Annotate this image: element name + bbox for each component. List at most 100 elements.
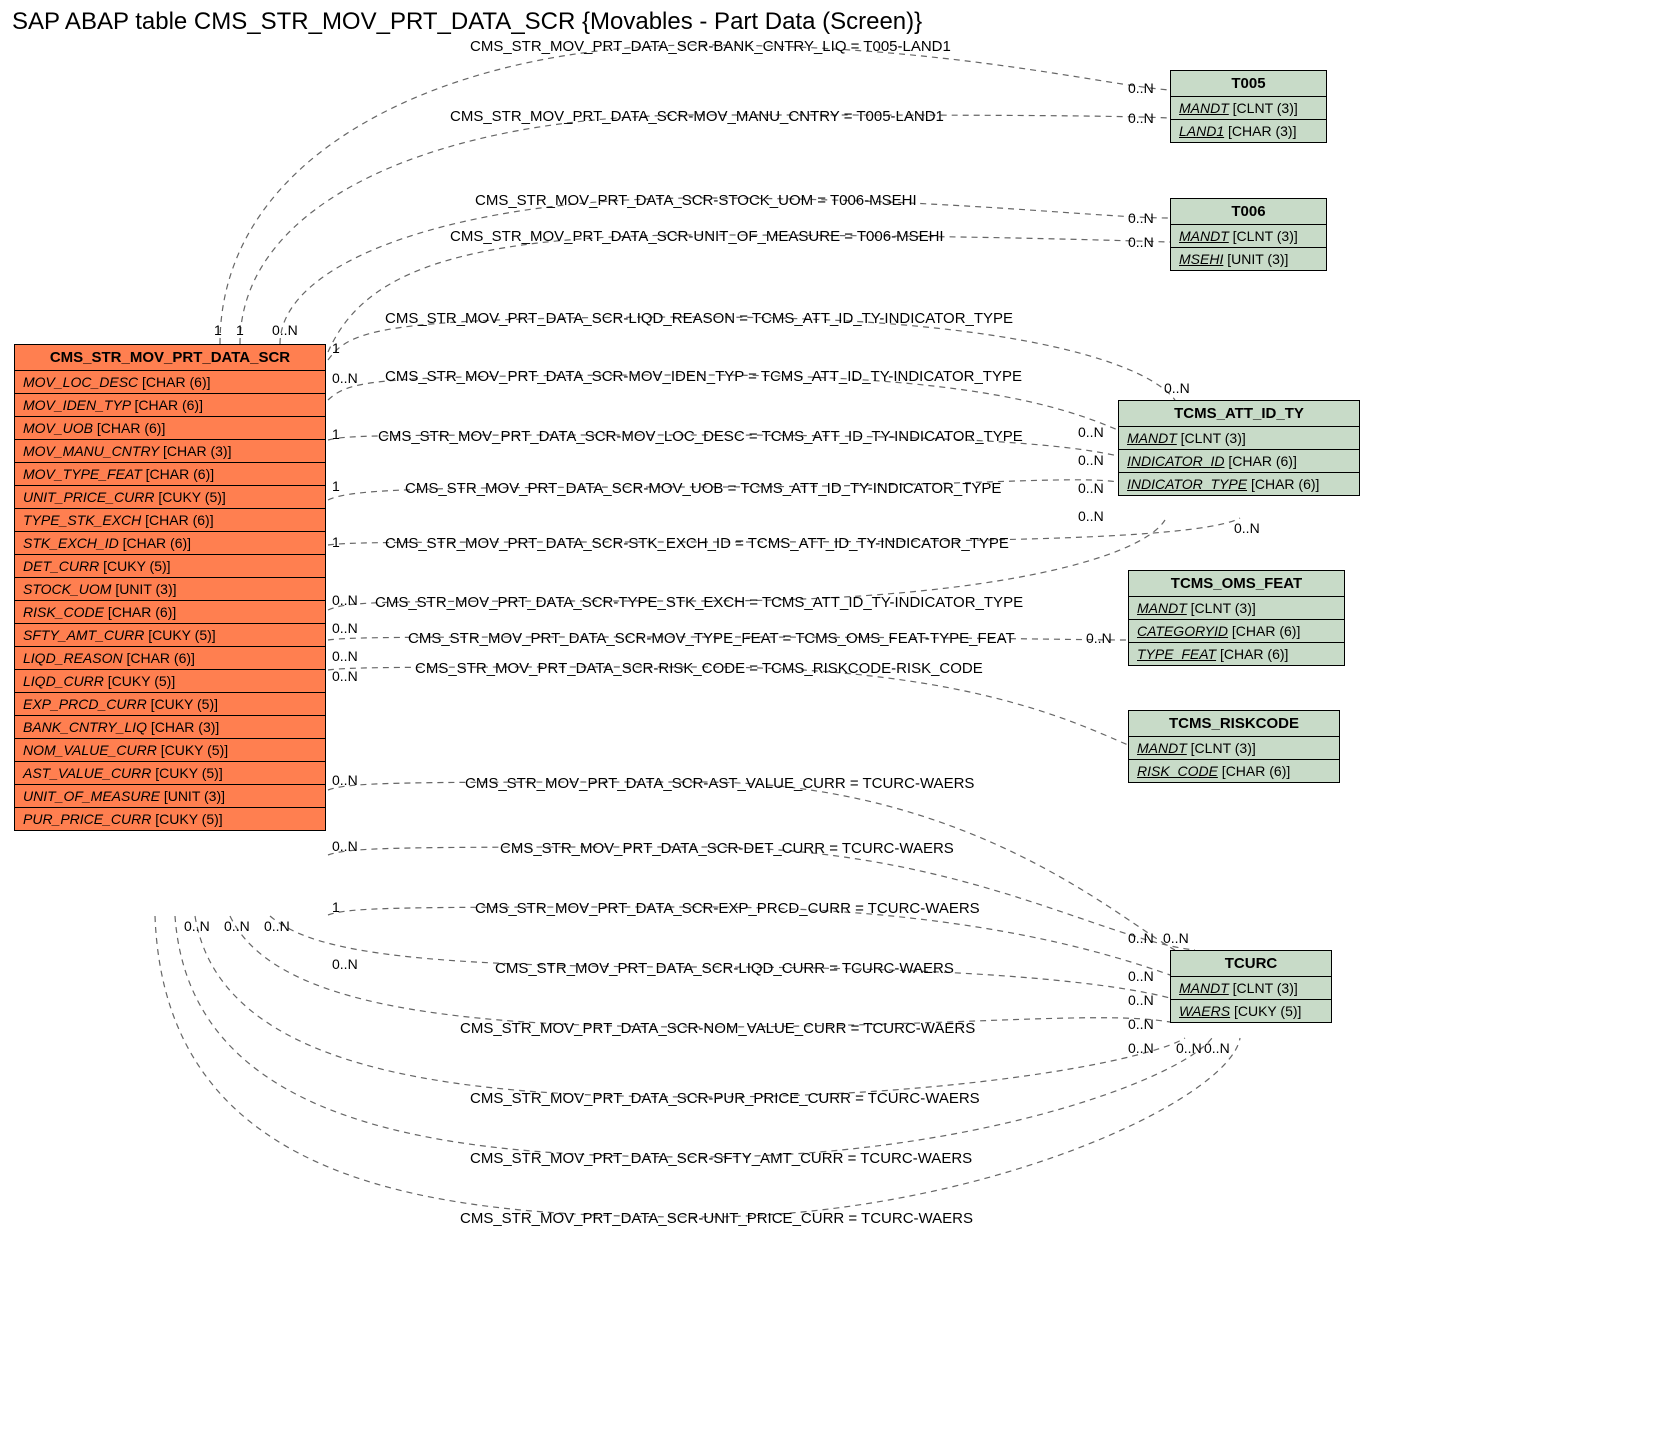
- ref-entity-row: MANDT [CLNT (3)]: [1171, 225, 1326, 248]
- ref-entity-header: T005: [1171, 71, 1326, 97]
- cardinality-label: 0..N: [332, 592, 358, 608]
- cardinality-label: 0..N: [1078, 452, 1104, 468]
- main-entity-row: STOCK_UOM [UNIT (3)]: [15, 578, 325, 601]
- cardinality-label: 0..N: [1086, 630, 1112, 646]
- ref-entity-box: T005MANDT [CLNT (3)]LAND1 [CHAR (3)]: [1170, 70, 1327, 143]
- relationship-label: CMS_STR_MOV_PRT_DATA_SCR-LIQD_CURR = TCU…: [495, 960, 954, 977]
- ref-entity-row: MANDT [CLNT (3)]: [1129, 737, 1339, 760]
- ref-entity-row: TYPE_FEAT [CHAR (6)]: [1129, 643, 1344, 665]
- cardinality-label: 0..N: [272, 322, 298, 338]
- relationship-edge: [328, 782, 1175, 950]
- main-entity-row: SFTY_AMT_CURR [CUKY (5)]: [15, 624, 325, 647]
- cardinality-label: 0..N: [264, 918, 290, 934]
- cardinality-label: 0..N: [332, 668, 358, 684]
- cardinality-label: 0..N: [1128, 1040, 1154, 1056]
- cardinality-label: 0..N: [1128, 930, 1154, 946]
- ref-entity-row: RISK_CODE [CHAR (6)]: [1129, 760, 1339, 782]
- relationship-label: CMS_STR_MOV_PRT_DATA_SCR-STK_EXCH_ID = T…: [385, 535, 1009, 552]
- cardinality-label: 0..N: [1163, 930, 1189, 946]
- ref-entity-row: MANDT [CLNT (3)]: [1119, 427, 1359, 450]
- main-entity-row: UNIT_PRICE_CURR [CUKY (5)]: [15, 486, 325, 509]
- main-entity-row: MOV_IDEN_TYP [CHAR (6)]: [15, 394, 325, 417]
- ref-entity-box: TCMS_ATT_ID_TYMANDT [CLNT (3)]INDICATOR_…: [1118, 400, 1360, 496]
- relationship-label: CMS_STR_MOV_PRT_DATA_SCR-AST_VALUE_CURR …: [465, 775, 974, 792]
- relationship-label: CMS_STR_MOV_PRT_DATA_SCR-MOV_TYPE_FEAT =…: [408, 630, 1015, 647]
- relationship-label: CMS_STR_MOV_PRT_DATA_SCR-SFTY_AMT_CURR =…: [470, 1150, 972, 1167]
- cardinality-label: 1: [214, 322, 222, 338]
- main-entity-row: MOV_UOB [CHAR (6)]: [15, 417, 325, 440]
- main-entity-row: AST_VALUE_CURR [CUKY (5)]: [15, 762, 325, 785]
- cardinality-label: 0..N: [1128, 110, 1154, 126]
- ref-entity-box: TCMS_RISKCODEMANDT [CLNT (3)]RISK_CODE […: [1128, 710, 1340, 783]
- ref-entity-row: MANDT [CLNT (3)]: [1171, 97, 1326, 120]
- cardinality-label: 0..N: [332, 648, 358, 664]
- cardinality-label: 0..N: [1078, 480, 1104, 496]
- relationship-edge: [270, 916, 1170, 998]
- main-entity-row: TYPE_STK_EXCH [CHAR (6)]: [15, 509, 325, 532]
- relationship-edge: [195, 916, 1185, 1097]
- main-entity-row: EXP_PRCD_CURR [CUKY (5)]: [15, 693, 325, 716]
- cardinality-label: 0..N: [1164, 380, 1190, 396]
- main-entity-row: PUR_PRICE_CURR [CUKY (5)]: [15, 808, 325, 830]
- cardinality-label: 0..N: [1078, 508, 1104, 524]
- relationship-label: CMS_STR_MOV_PRT_DATA_SCR-MOV_IDEN_TYP = …: [385, 368, 1022, 385]
- relationship-label: CMS_STR_MOV_PRT_DATA_SCR-MOV_MANU_CNTRY …: [450, 108, 944, 125]
- cardinality-label: 0..N: [1078, 424, 1104, 440]
- cardinality-label: 1: [332, 426, 340, 442]
- relationship-edge: [328, 317, 1175, 400]
- cardinality-label: 0..N: [332, 956, 358, 972]
- main-entity-row: LIQD_CURR [CUKY (5)]: [15, 670, 325, 693]
- relationship-label: CMS_STR_MOV_PRT_DATA_SCR-MOV_UOB = TCMS_…: [405, 480, 1001, 497]
- ref-entity-header: TCURC: [1171, 951, 1331, 977]
- ref-entity-row: MANDT [CLNT (3)]: [1129, 597, 1344, 620]
- relationship-label: CMS_STR_MOV_PRT_DATA_SCR-PUR_PRICE_CURR …: [470, 1090, 980, 1107]
- cardinality-label: 0..N: [1128, 1016, 1154, 1032]
- cardinality-label: 0..N: [1128, 210, 1154, 226]
- ref-entity-row: MANDT [CLNT (3)]: [1171, 977, 1331, 1000]
- cardinality-label: 0..N: [1176, 1040, 1202, 1056]
- cardinality-label: 0..N: [184, 918, 210, 934]
- ref-entity-row: CATEGORYID [CHAR (6)]: [1129, 620, 1344, 643]
- relationship-label: CMS_STR_MOV_PRT_DATA_SCR-MOV_LOC_DESC = …: [378, 428, 1023, 445]
- relationship-label: CMS_STR_MOV_PRT_DATA_SCR-BANK_CNTRY_LIQ …: [470, 38, 951, 55]
- main-entity-row: STK_EXCH_ID [CHAR (6)]: [15, 532, 325, 555]
- main-entity-row: BANK_CNTRY_LIQ [CHAR (3)]: [15, 716, 325, 739]
- ref-entity-box: TCMS_OMS_FEATMANDT [CLNT (3)]CATEGORYID …: [1128, 570, 1345, 666]
- main-entity-row: MOV_TYPE_FEAT [CHAR (6)]: [15, 463, 325, 486]
- cardinality-label: 0..N: [332, 370, 358, 386]
- cardinality-label: 0..N: [332, 772, 358, 788]
- cardinality-label: 1: [332, 478, 340, 494]
- relationship-edge: [328, 847, 1195, 950]
- main-entity-row: MOV_LOC_DESC [CHAR (6)]: [15, 371, 325, 394]
- ref-entity-box: T006MANDT [CLNT (3)]MSEHI [UNIT (3)]: [1170, 198, 1327, 271]
- cardinality-label: 0..N: [332, 838, 358, 854]
- relationship-label: CMS_STR_MOV_PRT_DATA_SCR-UNIT_OF_MEASURE…: [450, 228, 944, 245]
- ref-entity-header: T006: [1171, 199, 1326, 225]
- cardinality-label: 0..N: [332, 620, 358, 636]
- relationship-label: CMS_STR_MOV_PRT_DATA_SCR-NOM_VALUE_CURR …: [460, 1020, 975, 1037]
- relationship-label: CMS_STR_MOV_PRT_DATA_SCR-RISK_CODE = TCM…: [415, 660, 983, 677]
- relationship-edge: [328, 667, 1128, 745]
- page-title: SAP ABAP table CMS_STR_MOV_PRT_DATA_SCR …: [12, 8, 922, 36]
- cardinality-label: 0..N: [1234, 520, 1260, 536]
- ref-entity-row: INDICATOR_TYPE [CHAR (6)]: [1119, 473, 1359, 495]
- ref-entity-box: TCURCMANDT [CLNT (3)]WAERS [CUKY (5)]: [1170, 950, 1332, 1023]
- relationship-edge: [328, 235, 1170, 352]
- ref-entity-row: MSEHI [UNIT (3)]: [1171, 248, 1326, 270]
- main-entity-row: DET_CURR [CUKY (5)]: [15, 555, 325, 578]
- cardinality-label: 0..N: [224, 918, 250, 934]
- cardinality-label: 1: [332, 534, 340, 550]
- relationship-label: CMS_STR_MOV_PRT_DATA_SCR-UNIT_PRICE_CURR…: [460, 1210, 973, 1227]
- relationship-label: CMS_STR_MOV_PRT_DATA_SCR-STOCK_UOM = T00…: [475, 192, 917, 209]
- main-entity-box: CMS_STR_MOV_PRT_DATA_SCRMOV_LOC_DESC [CH…: [14, 344, 326, 831]
- relationship-label: CMS_STR_MOV_PRT_DATA_SCR-TYPE_STK_EXCH =…: [375, 594, 1023, 611]
- main-entity-header: CMS_STR_MOV_PRT_DATA_SCR: [15, 345, 325, 371]
- main-entity-row: NOM_VALUE_CURR [CUKY (5)]: [15, 739, 325, 762]
- cardinality-label: 1: [332, 899, 340, 915]
- relationship-label: CMS_STR_MOV_PRT_DATA_SCR-DET_CURR = TCUR…: [500, 840, 954, 857]
- main-entity-row: RISK_CODE [CHAR (6)]: [15, 601, 325, 624]
- ref-entity-header: TCMS_OMS_FEAT: [1129, 571, 1344, 597]
- cardinality-label: 0..N: [1128, 234, 1154, 250]
- cardinality-label: 0..N: [1128, 992, 1154, 1008]
- ref-entity-row: WAERS [CUKY (5)]: [1171, 1000, 1331, 1022]
